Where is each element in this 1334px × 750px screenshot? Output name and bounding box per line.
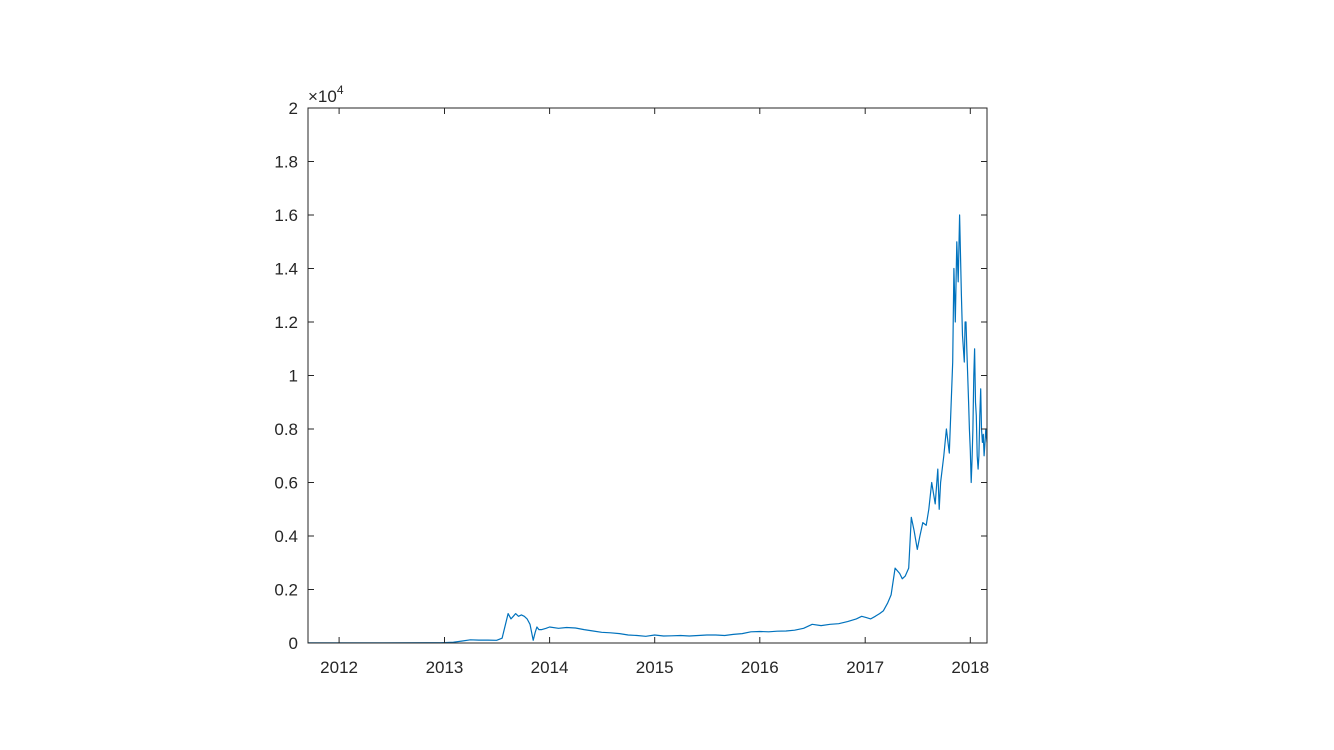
- y-exponent-power: 4: [337, 83, 344, 97]
- y-axis: 0 0.2 0.4 0.6 0.8 1 1.2 1.4 1.6 1.8 2: [274, 99, 987, 653]
- y-exponent-prefix: ×10: [308, 87, 337, 106]
- x-tick-label: 2018: [951, 658, 989, 677]
- y-tick-label: 1.8: [274, 153, 298, 172]
- x-tick-label: 2016: [741, 658, 779, 677]
- y-tick-label: 1.6: [274, 206, 298, 225]
- y-exponent-label: ×104: [308, 83, 344, 106]
- x-tick-label: 2015: [636, 658, 674, 677]
- y-tick-label: 0.6: [274, 474, 298, 493]
- y-tick-label: 0: [289, 634, 298, 653]
- x-tick-label: 2017: [846, 658, 884, 677]
- y-tick-label: 0.2: [274, 581, 298, 600]
- y-tick-label: 1.4: [274, 260, 298, 279]
- y-tick-label: 0.8: [274, 420, 298, 439]
- x-tick-label: 2013: [426, 658, 464, 677]
- x-tick-label: 2014: [531, 658, 569, 677]
- y-tick-label: 0.4: [274, 527, 298, 546]
- x-tick-label: 2012: [320, 658, 358, 677]
- y-tick-label: 1: [289, 367, 298, 386]
- x-axis: 2012 2013 2014 2015 2016 2017 2018: [320, 108, 989, 677]
- plot-area: [308, 108, 987, 643]
- y-tick-label: 2: [289, 99, 298, 118]
- y-tick-label: 1.2: [274, 313, 298, 332]
- series-line: [308, 214, 988, 644]
